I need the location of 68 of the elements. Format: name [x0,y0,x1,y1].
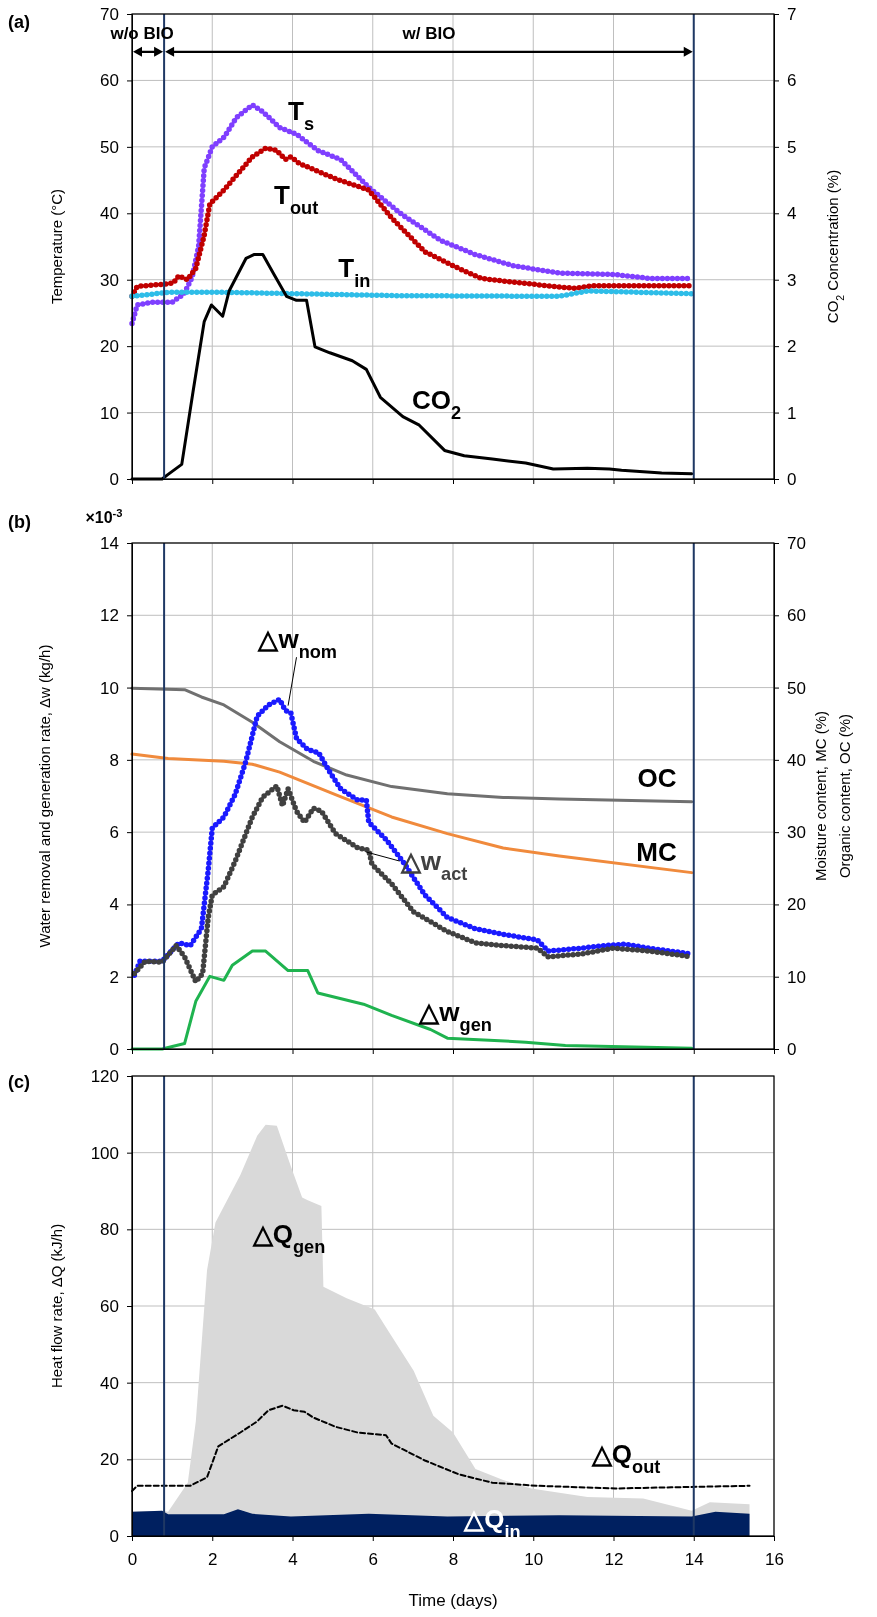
y-tick-label: 14 [100,533,119,553]
y2-tick-label: 50 [787,678,806,698]
series-label: △w$_{gen}$ [418,997,492,1036]
y-tick-label: 30 [100,270,119,290]
y2-tick-label: 1 [787,403,797,423]
y-tick-label: 80 [100,1220,119,1240]
y2-tick-label: 7 [787,4,797,24]
y-tick-label: 40 [100,204,119,224]
y-tick-label: 60 [100,71,119,91]
x-tick-label: 14 [684,1550,704,1570]
chart-title: (c) [8,1072,30,1092]
y-tick-label: 120 [90,1066,119,1086]
y2-tick-label: 3 [787,270,797,290]
x-tick-label: 2 [208,1550,218,1570]
series-label: T$_{out}$ [274,179,319,218]
y-tick-label: 50 [100,137,119,157]
y-tick-label: 20 [100,1450,119,1470]
series-label: MC [636,837,678,868]
y-axis-title: Water removal and generation rate, Δw (kg/h) [36,644,53,948]
y-tick-label: 0 [109,1526,119,1546]
y2-tick-label: 4 [787,204,797,224]
y-tick-label: 0 [109,469,119,489]
y-axis-title: Heat flow rate, ΔQ (kJ/h) [48,1223,65,1389]
x-tick-label: 0 [127,1550,138,1570]
y-tick-label: 40 [100,1373,119,1393]
x-tick-label: 16 [765,1550,784,1570]
series-label: T$_{s}$ [288,96,315,135]
x-tick-label: 6 [368,1550,378,1570]
y-tick-label: 4 [109,895,119,915]
series-label: △w$_{nom}$ [257,623,338,662]
x-tick-label: 10 [524,1550,544,1570]
text: ×10$^{-3}$ [85,507,123,526]
annotation: w/ BIO [401,24,456,44]
y-tick-label: 12 [100,606,119,626]
y2-tick-label: 40 [787,750,806,770]
y-tick-label: 70 [100,4,119,24]
series-label: T$_{in}$ [338,253,371,292]
y-tick-label: 6 [109,823,119,843]
y-tick-label: 8 [109,750,119,770]
y2-tick-label: 70 [787,533,806,553]
y-tick-label: 10 [100,403,119,423]
y2-tick-label: 20 [787,895,806,915]
y2-tick-label: 0 [787,1039,797,1059]
y-tick-label: 10 [100,678,119,698]
series-label: △Q$_{gen}$ [251,1219,326,1258]
chart-title: (b) [8,512,31,532]
series-label: CO$_{2}$ [412,384,462,423]
x-tick-label: 4 [288,1550,298,1570]
y2-tick-label: 0 [787,469,797,489]
y2-axis-title: Moisture content, MC (%) Organic content, OC (%) [812,710,853,882]
y-axis-title: Temperature (°C) [48,188,65,305]
x-axis-title: Time (days) [408,1591,498,1610]
y-tick-label: 60 [100,1296,119,1316]
y2-tick-label: 30 [787,823,806,843]
y-tick-label: 0 [109,1039,119,1059]
y-tick-label: 2 [109,967,119,987]
series-label: OC [637,763,677,794]
y2-tick-label: 6 [787,71,797,91]
y2-tick-label: 2 [787,337,797,357]
x-tick-label: 12 [604,1550,624,1570]
series-label: △Q$_{out}$ [590,1439,661,1478]
y2-tick-label: 60 [787,606,806,626]
y2-tick-label: 5 [787,137,797,157]
y-tick-label: 20 [100,337,119,357]
y2-tick-label: 10 [787,967,806,987]
y-tick-label: 100 [90,1143,119,1163]
x-tick-label: 8 [448,1550,459,1570]
chart-title: (a) [8,12,30,32]
